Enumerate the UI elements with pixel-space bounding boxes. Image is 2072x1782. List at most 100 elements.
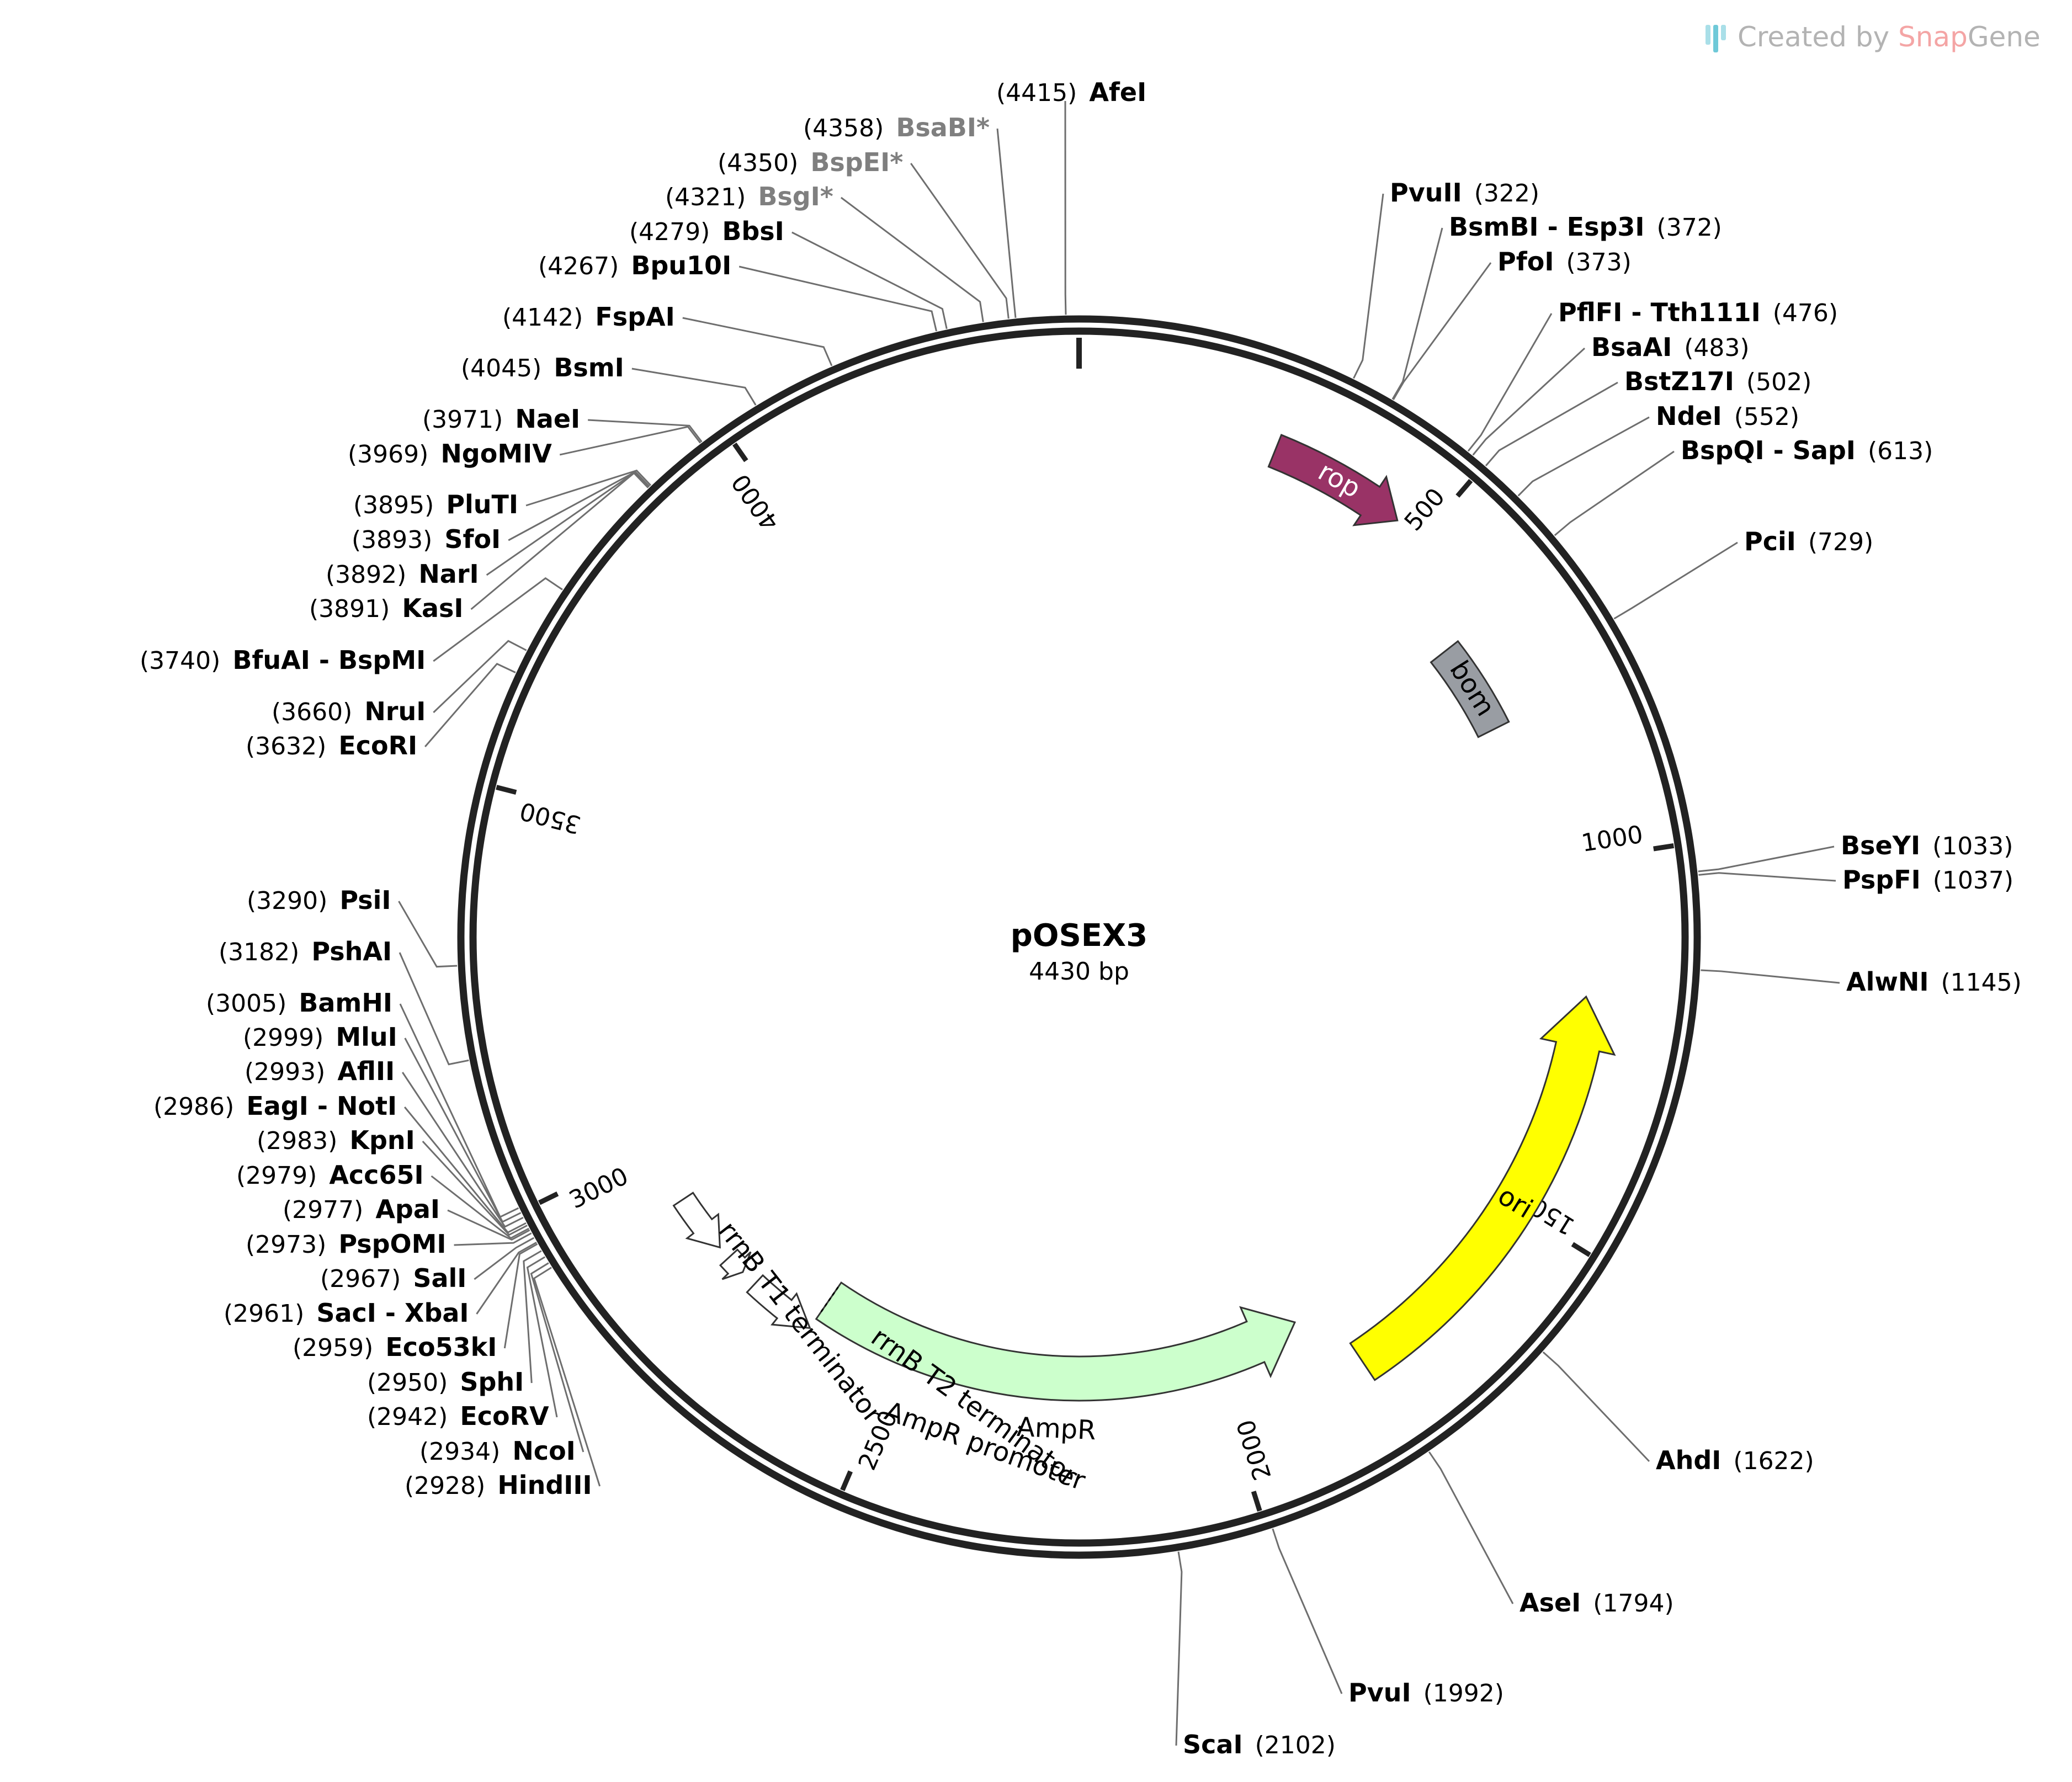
site-position: (552)	[1734, 403, 1799, 431]
site-bsaai[interactable]: BsaAI (483)	[1591, 332, 1750, 362]
site-label-eagi-noti: (2986) EagI - NotI	[153, 1091, 397, 1121]
site-position: (1033)	[1932, 832, 2013, 860]
restriction-sites: (4415) AfeI (4358) BsaBI* (4350) BspEI* (4321)…	[140, 77, 2022, 1759]
site-bfuai-bspmi[interactable]: (3740) BfuAI - BspMI	[140, 645, 426, 675]
site-pvui[interactable]: PvuI (1992)	[1348, 1678, 1504, 1707]
site-bsmbi-esp3i[interactable]: BsmBI - Esp3I (372)	[1449, 212, 1722, 242]
site-pcii[interactable]: PciI (729)	[1744, 526, 1873, 556]
site-label-pcii: PciI (729)	[1744, 526, 1873, 556]
site-nrui[interactable]: (3660) NruI	[272, 696, 426, 726]
site-ecori[interactable]: (3632) EcoRI	[246, 731, 417, 760]
feature-rrnb-t1-terminator[interactable]	[672, 1191, 721, 1249]
site-label-bspqi-sapi: BspQI - SapI (613)	[1681, 435, 1933, 465]
site-apai[interactable]: (2977) ApaI	[283, 1194, 440, 1224]
site-asei[interactable]: AseI (1794)	[1520, 1588, 1674, 1618]
site-bstz17i[interactable]: BstZ17I (502)	[1624, 366, 1811, 396]
feature-rrnb-t2-terminator[interactable]	[719, 1248, 752, 1280]
site-kpni[interactable]: (2983) KpnI	[257, 1125, 415, 1155]
site-bseyi[interactable]: BseYI (1033)	[1841, 831, 2013, 860]
site-pshai[interactable]: (3182) PshAI	[219, 937, 392, 966]
site-pspomi[interactable]: (2973) PspOMI	[246, 1229, 447, 1259]
site-alwni[interactable]: AlwNI (1145)	[1846, 967, 2022, 997]
site-bamhi[interactable]: (3005) BamHI	[206, 988, 392, 1018]
site-label-naei: (3971) NaeI	[422, 404, 580, 434]
site-name: PvuII	[1390, 178, 1462, 208]
site-name: NcoI	[512, 1436, 575, 1466]
site-naei[interactable]: (3971) NaeI	[422, 404, 580, 434]
site-leader	[559, 425, 702, 456]
site-aflii[interactable]: (2993) AflII	[245, 1056, 395, 1086]
site-name: SalI	[413, 1263, 466, 1293]
site-eagi-noti[interactable]: (2986) EagI - NotI	[153, 1091, 397, 1121]
feature-ampr[interactable]	[815, 1281, 1297, 1402]
site-name: NdeI	[1656, 401, 1722, 431]
site-position: (3893)	[352, 526, 432, 554]
site-ngomiv[interactable]: (3969) NgoMIV	[348, 439, 552, 469]
site-name: KpnI	[349, 1125, 415, 1155]
site-bsmi[interactable]: (4045) BsmI	[461, 353, 624, 382]
tick-label: 3500	[517, 796, 583, 839]
site-bsabi-star[interactable]: (4358) BsaBI*	[803, 113, 990, 142]
site-position: (4350)	[718, 149, 798, 177]
feature-rop[interactable]	[1267, 434, 1399, 526]
site-hindiii[interactable]: (2928) HindIII	[405, 1470, 592, 1500]
feature-ori[interactable]	[1349, 995, 1616, 1381]
site-position: (3891)	[309, 595, 390, 623]
site-leader	[1272, 1528, 1343, 1694]
site-position: (2986)	[153, 1093, 234, 1121]
site-fspai[interactable]: (4142) FspAI	[502, 302, 675, 332]
site-name: PspOMI	[338, 1229, 446, 1259]
site-pfoi[interactable]: PfoI (373)	[1497, 247, 1632, 276]
site-eco53ki[interactable]: (2959) Eco53kI	[293, 1332, 497, 1362]
site-position: (2950)	[367, 1369, 448, 1397]
site-afei[interactable]: (4415) AfeI	[996, 77, 1146, 107]
site-leader	[631, 368, 757, 406]
site-name: PluTI	[446, 490, 518, 519]
site-name: AfeI	[1089, 77, 1146, 107]
site-label-fspai: (4142) FspAI	[502, 302, 675, 332]
site-label-sfoi: (3893) SfoI	[352, 524, 501, 554]
site-ahdi[interactable]: AhdI (1622)	[1656, 1445, 1814, 1475]
site-position: (4142)	[502, 304, 583, 332]
site-mlui[interactable]: (2999) MluI	[243, 1022, 397, 1052]
site-ecorv[interactable]: (2942) EcoRV	[367, 1401, 549, 1431]
site-sali[interactable]: (2967) SalI	[320, 1263, 466, 1293]
site-label-sali: (2967) SalI	[320, 1263, 466, 1293]
site-position: (502)	[1746, 368, 1811, 396]
feature-bom[interactable]	[1430, 640, 1510, 738]
site-name: BseYI	[1841, 831, 1920, 860]
site-psii[interactable]: (3290) PsiI	[247, 885, 391, 915]
site-bbsi[interactable]: (4279) BbsI	[629, 216, 784, 246]
feature-ampr-promoter[interactable]	[746, 1274, 811, 1329]
tick-label: 3000	[565, 1162, 633, 1214]
site-pvuii[interactable]: PvuII (322)	[1390, 178, 1539, 208]
site-position: (2983)	[257, 1127, 337, 1155]
site-pluti[interactable]: (3895) PluTI	[353, 490, 518, 519]
site-pspfi[interactable]: PspFI (1037)	[1842, 865, 2013, 895]
site-position: (2942)	[367, 1403, 448, 1431]
site-nari[interactable]: (3892) NarI	[326, 559, 479, 589]
site-label-bbsi: (4279) BbsI	[629, 216, 784, 246]
site-sphi[interactable]: (2950) SphI	[367, 1367, 524, 1397]
site-bspei-star[interactable]: (4350) BspEI*	[718, 147, 903, 177]
site-position: (3290)	[247, 887, 327, 915]
site-saci-xbai[interactable]: (2961) SacI - XbaI	[224, 1298, 469, 1328]
site-ndei[interactable]: NdeI (552)	[1656, 401, 1799, 431]
site-leader	[1517, 416, 1650, 497]
site-label-psii: (3290) PsiI	[247, 885, 391, 915]
site-scai[interactable]: ScaI (2102)	[1183, 1730, 1336, 1759]
site-name: BamHI	[299, 988, 392, 1018]
site-label-apai: (2977) ApaI	[283, 1194, 440, 1224]
site-leader	[1467, 313, 1553, 452]
site-ncoi[interactable]: (2934) NcoI	[419, 1436, 576, 1466]
site-sfoi[interactable]: (3893) SfoI	[352, 524, 501, 554]
site-position: (3892)	[326, 561, 406, 589]
site-name: NruI	[364, 696, 426, 726]
site-leader	[526, 1256, 558, 1418]
site-kasi[interactable]: (3891) KasI	[309, 593, 464, 623]
site-acc65i[interactable]: (2979) Acc65I	[236, 1160, 424, 1190]
site-bsgi-star[interactable]: (4321) BsgI*	[665, 182, 833, 211]
site-bpu10i[interactable]: (4267) Bpu10I	[538, 251, 731, 280]
site-pflfi-tth111i[interactable]: PflFI - Tth111I (476)	[1558, 297, 1838, 327]
site-bspqi-sapi[interactable]: BspQI - SapI (613)	[1681, 435, 1933, 465]
